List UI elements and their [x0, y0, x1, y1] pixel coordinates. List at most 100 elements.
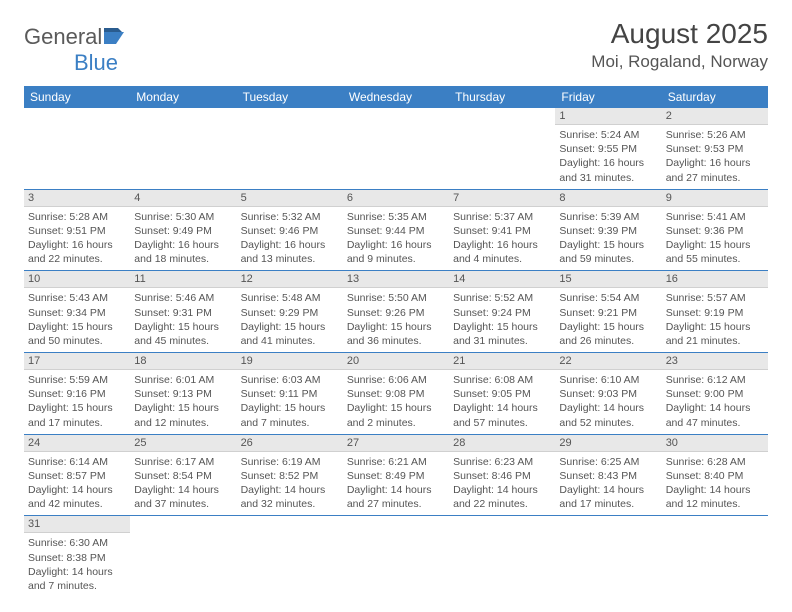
day-number: 25 [130, 435, 236, 452]
calendar-cell: 2Sunrise: 5:26 AMSunset: 9:53 PMDaylight… [662, 108, 768, 189]
sunset-text: Sunset: 9:46 PM [241, 224, 339, 238]
daylight-text: Daylight: 14 hours and 27 minutes. [347, 483, 445, 511]
day-details: Sunrise: 6:08 AMSunset: 9:05 PMDaylight:… [449, 370, 555, 434]
day-number: 3 [24, 190, 130, 207]
calendar-cell: 10Sunrise: 5:43 AMSunset: 9:34 PMDayligh… [24, 271, 130, 353]
day-number: 7 [449, 190, 555, 207]
calendar-cell: 1Sunrise: 5:24 AMSunset: 9:55 PMDaylight… [555, 108, 661, 189]
daylight-text: Daylight: 15 hours and 36 minutes. [347, 320, 445, 348]
daylight-text: Daylight: 14 hours and 52 minutes. [559, 401, 657, 429]
daylight-text: Daylight: 15 hours and 7 minutes. [241, 401, 339, 429]
day-number: 20 [343, 353, 449, 370]
calendar-cell: 3Sunrise: 5:28 AMSunset: 9:51 PMDaylight… [24, 189, 130, 271]
sunrise-text: Sunrise: 5:43 AM [28, 291, 126, 305]
calendar-row: 24Sunrise: 6:14 AMSunset: 8:57 PMDayligh… [24, 434, 768, 516]
calendar-cell: 6Sunrise: 5:35 AMSunset: 9:44 PMDaylight… [343, 189, 449, 271]
title-block: August 2025 Moi, Rogaland, Norway [591, 18, 768, 72]
daylight-text: Daylight: 14 hours and 12 minutes. [666, 483, 764, 511]
daylight-text: Daylight: 15 hours and 45 minutes. [134, 320, 232, 348]
day-number: 23 [662, 353, 768, 370]
day-details: Sunrise: 6:06 AMSunset: 9:08 PMDaylight:… [343, 370, 449, 434]
day-number: 24 [24, 435, 130, 452]
calendar-cell: 21Sunrise: 6:08 AMSunset: 9:05 PMDayligh… [449, 353, 555, 435]
logo-text-1: General [24, 24, 102, 49]
day-number: 8 [555, 190, 661, 207]
calendar-cell: 7Sunrise: 5:37 AMSunset: 9:41 PMDaylight… [449, 189, 555, 271]
calendar-cell: 27Sunrise: 6:21 AMSunset: 8:49 PMDayligh… [343, 434, 449, 516]
calendar-cell [555, 516, 661, 597]
sunrise-text: Sunrise: 6:03 AM [241, 373, 339, 387]
calendar-cell: 16Sunrise: 5:57 AMSunset: 9:19 PMDayligh… [662, 271, 768, 353]
daylight-text: Daylight: 14 hours and 32 minutes. [241, 483, 339, 511]
sunrise-text: Sunrise: 6:14 AM [28, 455, 126, 469]
sunset-text: Sunset: 9:53 PM [666, 142, 764, 156]
sunrise-text: Sunrise: 5:41 AM [666, 210, 764, 224]
day-number: 16 [662, 271, 768, 288]
day-details: Sunrise: 6:03 AMSunset: 9:11 PMDaylight:… [237, 370, 343, 434]
weekday-header-row: SundayMondayTuesdayWednesdayThursdayFrid… [24, 86, 768, 108]
day-details: Sunrise: 5:35 AMSunset: 9:44 PMDaylight:… [343, 207, 449, 271]
sunrise-text: Sunrise: 5:24 AM [559, 128, 657, 142]
sunset-text: Sunset: 9:24 PM [453, 306, 551, 320]
sunrise-text: Sunrise: 5:35 AM [347, 210, 445, 224]
day-details: Sunrise: 5:39 AMSunset: 9:39 PMDaylight:… [555, 207, 661, 271]
sunset-text: Sunset: 9:34 PM [28, 306, 126, 320]
calendar-cell [130, 516, 236, 597]
calendar-cell: 22Sunrise: 6:10 AMSunset: 9:03 PMDayligh… [555, 353, 661, 435]
calendar-cell: 13Sunrise: 5:50 AMSunset: 9:26 PMDayligh… [343, 271, 449, 353]
daylight-text: Daylight: 15 hours and 17 minutes. [28, 401, 126, 429]
weekday-header: Friday [555, 86, 661, 108]
day-details: Sunrise: 5:37 AMSunset: 9:41 PMDaylight:… [449, 207, 555, 271]
day-number: 5 [237, 190, 343, 207]
sunset-text: Sunset: 9:49 PM [134, 224, 232, 238]
weekday-header: Wednesday [343, 86, 449, 108]
calendar-cell: 24Sunrise: 6:14 AMSunset: 8:57 PMDayligh… [24, 434, 130, 516]
day-number: 31 [24, 516, 130, 533]
logo-text: General Blue [24, 24, 128, 76]
day-number: 1 [555, 108, 661, 125]
sunset-text: Sunset: 9:21 PM [559, 306, 657, 320]
sunrise-text: Sunrise: 6:19 AM [241, 455, 339, 469]
weekday-header: Saturday [662, 86, 768, 108]
sunset-text: Sunset: 8:38 PM [28, 551, 126, 565]
calendar-row: 3Sunrise: 5:28 AMSunset: 9:51 PMDaylight… [24, 189, 768, 271]
sunset-text: Sunset: 9:36 PM [666, 224, 764, 238]
daylight-text: Daylight: 16 hours and 13 minutes. [241, 238, 339, 266]
sunset-text: Sunset: 8:43 PM [559, 469, 657, 483]
day-details: Sunrise: 5:54 AMSunset: 9:21 PMDaylight:… [555, 288, 661, 352]
sunset-text: Sunset: 9:31 PM [134, 306, 232, 320]
daylight-text: Daylight: 15 hours and 55 minutes. [666, 238, 764, 266]
sunset-text: Sunset: 9:05 PM [453, 387, 551, 401]
weekday-header: Sunday [24, 86, 130, 108]
calendar-cell [662, 516, 768, 597]
sunrise-text: Sunrise: 5:30 AM [134, 210, 232, 224]
day-number: 26 [237, 435, 343, 452]
calendar-cell: 19Sunrise: 6:03 AMSunset: 9:11 PMDayligh… [237, 353, 343, 435]
day-details: Sunrise: 5:57 AMSunset: 9:19 PMDaylight:… [662, 288, 768, 352]
day-number: 9 [662, 190, 768, 207]
daylight-text: Daylight: 15 hours and 2 minutes. [347, 401, 445, 429]
daylight-text: Daylight: 15 hours and 41 minutes. [241, 320, 339, 348]
location-label: Moi, Rogaland, Norway [591, 52, 768, 72]
sunrise-text: Sunrise: 5:52 AM [453, 291, 551, 305]
calendar-cell: 31Sunrise: 6:30 AMSunset: 8:38 PMDayligh… [24, 516, 130, 597]
sunrise-text: Sunrise: 5:48 AM [241, 291, 339, 305]
calendar-cell: 26Sunrise: 6:19 AMSunset: 8:52 PMDayligh… [237, 434, 343, 516]
day-details: Sunrise: 5:24 AMSunset: 9:55 PMDaylight:… [555, 125, 661, 189]
calendar-cell: 25Sunrise: 6:17 AMSunset: 8:54 PMDayligh… [130, 434, 236, 516]
calendar-body: 1Sunrise: 5:24 AMSunset: 9:55 PMDaylight… [24, 108, 768, 597]
calendar-cell: 11Sunrise: 5:46 AMSunset: 9:31 PMDayligh… [130, 271, 236, 353]
sunset-text: Sunset: 9:44 PM [347, 224, 445, 238]
daylight-text: Daylight: 14 hours and 47 minutes. [666, 401, 764, 429]
day-details: Sunrise: 5:26 AMSunset: 9:53 PMDaylight:… [662, 125, 768, 189]
day-details: Sunrise: 6:21 AMSunset: 8:49 PMDaylight:… [343, 452, 449, 516]
calendar-row: 1Sunrise: 5:24 AMSunset: 9:55 PMDaylight… [24, 108, 768, 189]
day-number: 28 [449, 435, 555, 452]
sunrise-text: Sunrise: 5:32 AM [241, 210, 339, 224]
day-details: Sunrise: 6:30 AMSunset: 8:38 PMDaylight:… [24, 533, 130, 597]
sunset-text: Sunset: 9:11 PM [241, 387, 339, 401]
sunset-text: Sunset: 9:00 PM [666, 387, 764, 401]
day-number: 21 [449, 353, 555, 370]
daylight-text: Daylight: 16 hours and 27 minutes. [666, 156, 764, 184]
daylight-text: Daylight: 14 hours and 17 minutes. [559, 483, 657, 511]
